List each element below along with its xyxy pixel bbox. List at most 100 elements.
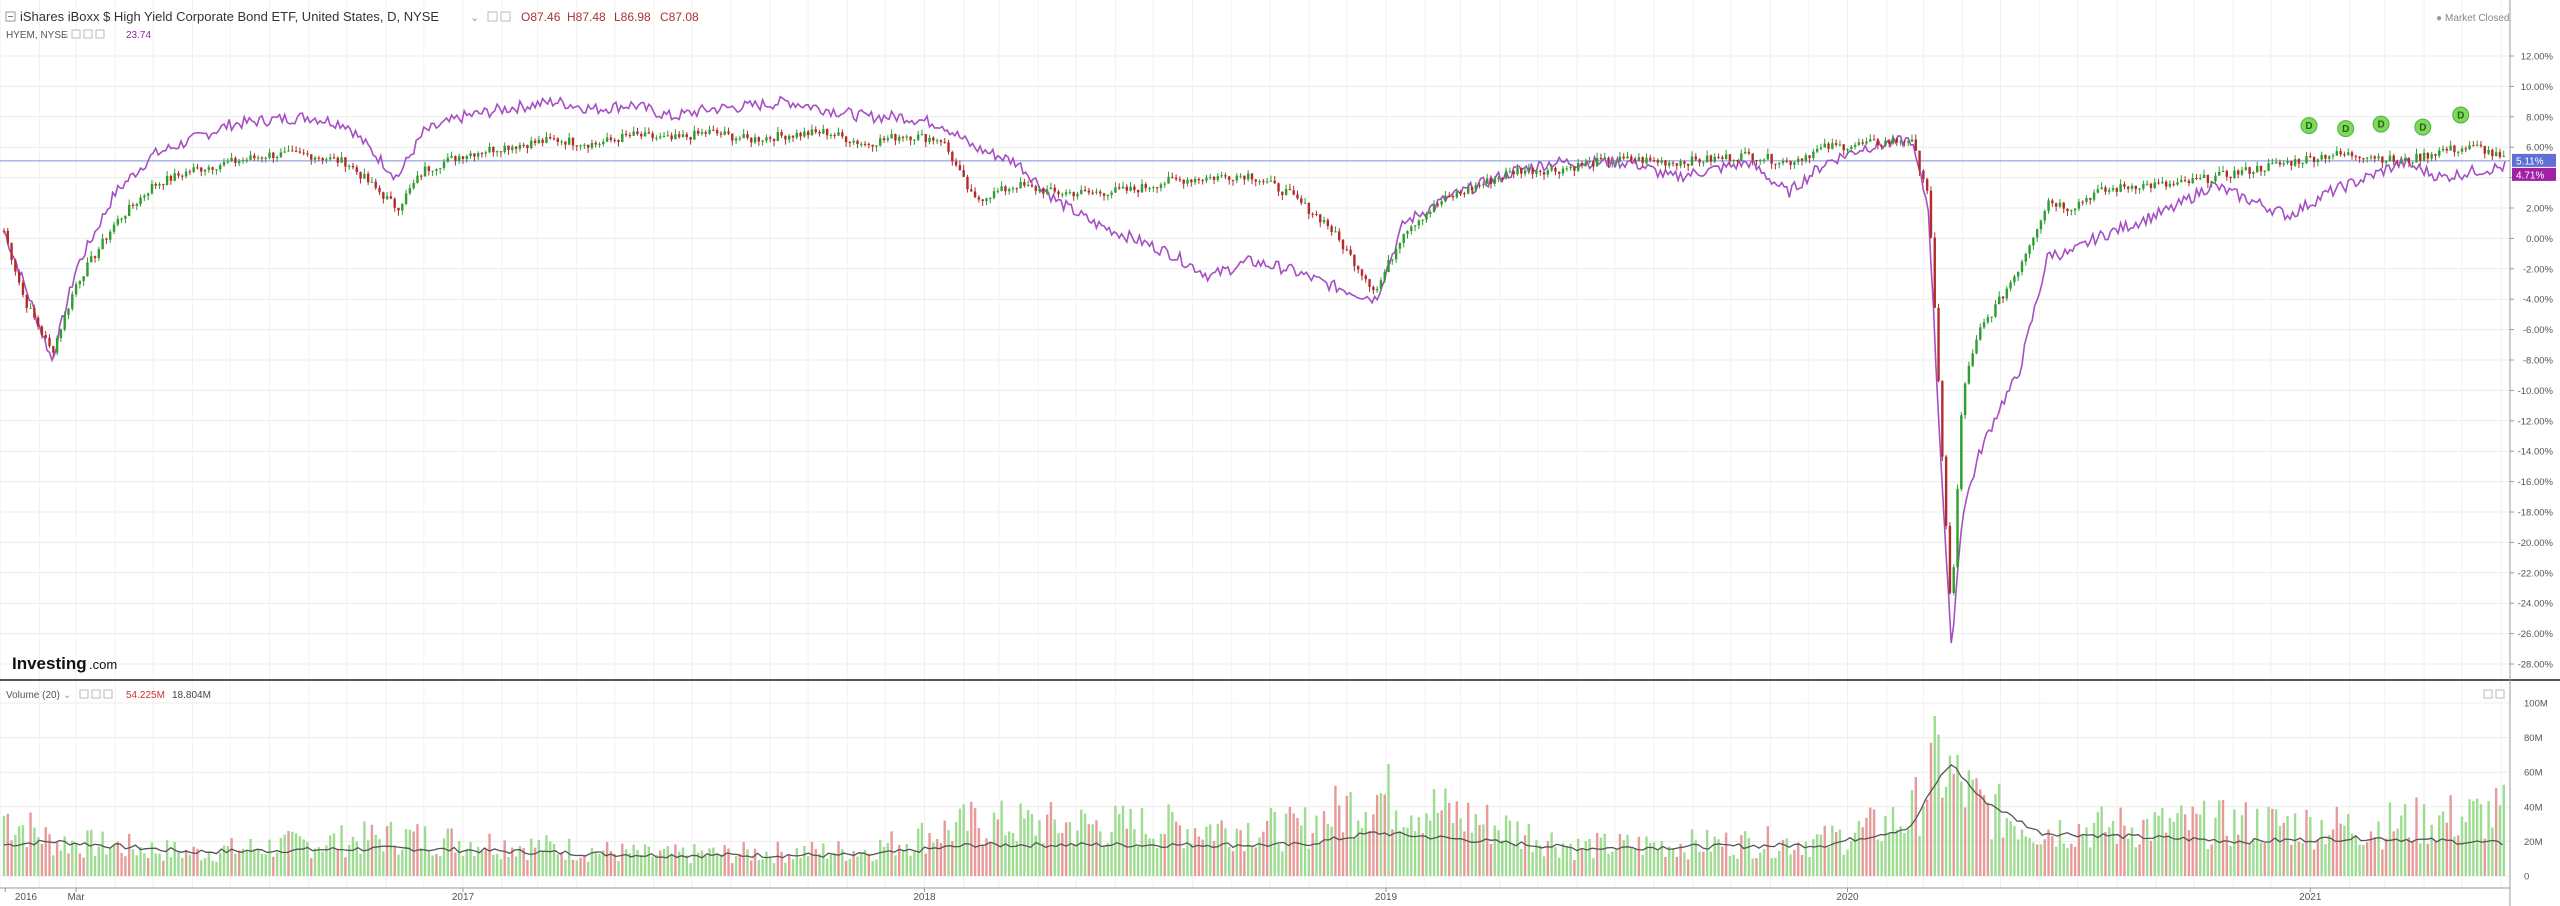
volume-value: 54.225M (126, 690, 165, 701)
settings-icon[interactable] (487, 11, 498, 22)
volume-bar (1869, 807, 1872, 876)
volume-bar (1421, 833, 1424, 876)
candle-body (336, 157, 340, 163)
candle-body (776, 132, 780, 142)
volume-bar (279, 837, 283, 876)
volume-bar (791, 859, 795, 876)
candle-body (1941, 381, 1944, 457)
volume-bar (1136, 846, 1140, 876)
time-axis[interactable]: 2016 Mar 2017 2018 2019 2020 2021 (4, 888, 2322, 903)
candle-body (890, 134, 893, 139)
candle-body (112, 224, 116, 232)
volume-bar (124, 856, 127, 876)
candle-body (909, 136, 912, 141)
volume-bar (473, 856, 476, 876)
volume-bar (2070, 843, 2073, 876)
pane-up-icon[interactable] (2483, 689, 2493, 699)
chevron-down-icon[interactable]: ⌄ (62, 30, 70, 41)
candle-body (913, 139, 916, 141)
candle-body (1197, 178, 1201, 181)
candle-body (2286, 161, 2289, 164)
volume-bar (2058, 820, 2062, 876)
visibility-icon[interactable] (91, 689, 101, 699)
dividend-label: D (2377, 120, 2384, 131)
volume-bar (2278, 825, 2282, 876)
candle-body (165, 175, 169, 186)
pane-down-icon[interactable] (2495, 689, 2505, 699)
visibility-icon[interactable] (83, 29, 93, 39)
hyg-candlesticks[interactable] (2, 124, 2505, 596)
volume-bar (1546, 840, 1550, 876)
chevron-down-icon[interactable]: ⌄ (63, 690, 71, 701)
volume-bar (939, 843, 943, 876)
volume-bar (2020, 829, 2024, 876)
volume-bar (1485, 804, 1489, 876)
volume-axis[interactable]: 100M 80M 60M 40M 20M 0 (2524, 699, 2548, 883)
candle-body (1421, 219, 1424, 221)
volume-bar (2392, 831, 2395, 876)
candle-body (757, 137, 761, 142)
settings-icon[interactable] (71, 29, 81, 39)
volume-bar (1539, 845, 1542, 876)
close-icon[interactable] (95, 29, 105, 39)
candle-body (875, 145, 878, 147)
candle-body (1311, 213, 1314, 215)
close-icon[interactable] (103, 689, 113, 699)
volume-bar (2054, 846, 2058, 876)
candle-body (1463, 193, 1466, 195)
candle-body (416, 175, 419, 184)
volume-bar (2009, 821, 2012, 876)
candle-body (1258, 181, 1261, 183)
candle-body (989, 197, 992, 199)
volume-bar (2419, 843, 2422, 876)
close-value: C87.08 (660, 10, 699, 24)
close-icon[interactable] (500, 11, 511, 22)
candle-body (1129, 186, 1132, 191)
volume-bar (1425, 813, 1428, 876)
volume-bar (1914, 777, 1917, 876)
candle-body (1869, 139, 1872, 142)
volume-bar (454, 852, 457, 876)
volume-bar (1353, 837, 1356, 876)
candle-body (1880, 145, 1883, 147)
volume-bar (1106, 843, 1110, 876)
volume-bar (799, 857, 802, 876)
price-tick-label: -28.00% (2518, 660, 2554, 671)
candle-body (2430, 154, 2433, 159)
candle-body (511, 146, 514, 151)
volume-tick-label: 20M (2524, 837, 2543, 848)
candle-body (1440, 201, 1443, 205)
candle-body (457, 156, 461, 161)
candle-body (977, 197, 981, 200)
price-tick-label: -18.00% (2518, 508, 2554, 519)
volume-bar (158, 853, 161, 876)
candle-body (712, 129, 715, 131)
candle-body (973, 191, 977, 198)
price-axis[interactable]: 12.00%10.00%8.00%6.00%4.00%2.00%0.00%-2.… (2510, 52, 2554, 671)
dividend-markers[interactable]: D D D D D (2300, 106, 2470, 138)
candle-body (2047, 200, 2050, 211)
candle-body (1675, 163, 1679, 166)
volume-bar (689, 863, 692, 876)
candle-body (1542, 171, 1546, 175)
volume-bar (1800, 855, 1804, 876)
volume-bar (378, 838, 381, 876)
candle-body (1228, 176, 1231, 180)
candle-body (2157, 182, 2160, 184)
candle-body (1182, 179, 1185, 184)
volume-bar (681, 847, 685, 876)
candle-body (2176, 182, 2179, 185)
volume-bar (382, 851, 385, 876)
chevron-down-icon[interactable]: ⌄ (470, 12, 479, 24)
volume-bar (1224, 828, 1227, 876)
candle-body (211, 167, 214, 170)
candle-body (2145, 183, 2149, 185)
hyem-compare-line[interactable] (3, 95, 2506, 644)
volume-bar (1501, 840, 1504, 876)
candle-body (1345, 249, 1349, 251)
settings-icon[interactable] (79, 689, 89, 699)
candle-body (590, 142, 594, 148)
volume-bar (1793, 849, 1796, 876)
candle-body (1212, 176, 1216, 180)
